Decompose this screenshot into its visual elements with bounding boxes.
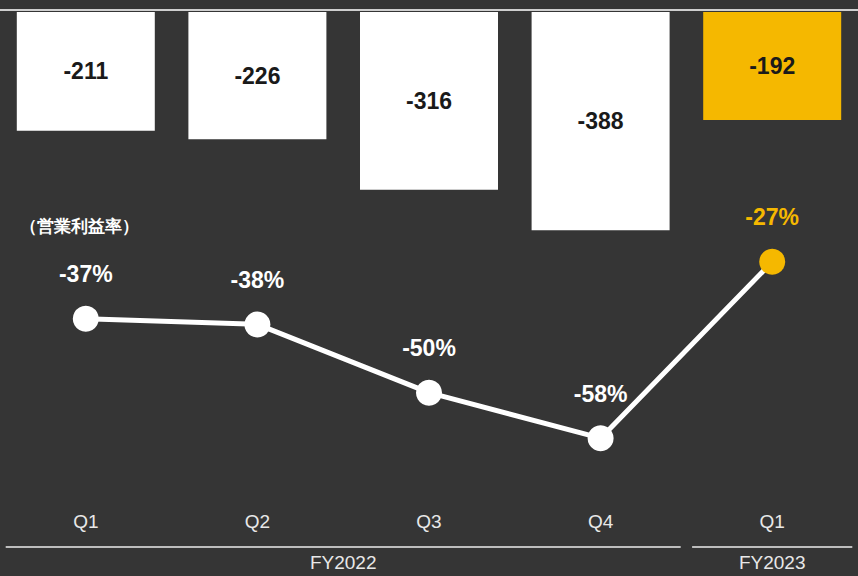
- svg-text:Q1: Q1: [760, 511, 785, 532]
- svg-text:-226: -226: [234, 63, 280, 89]
- svg-text:FY2023: FY2023: [739, 552, 806, 573]
- svg-text:-27%: -27%: [745, 204, 799, 230]
- svg-text:-192: -192: [749, 53, 795, 79]
- svg-text:-388: -388: [578, 108, 624, 134]
- svg-text:-37%: -37%: [59, 261, 113, 287]
- svg-text:Q4: Q4: [588, 511, 614, 532]
- svg-text:Q1: Q1: [73, 511, 98, 532]
- svg-text:-58%: -58%: [574, 381, 628, 407]
- svg-text:-38%: -38%: [231, 267, 285, 293]
- svg-text:-50%: -50%: [402, 335, 456, 361]
- svg-text:Q3: Q3: [416, 511, 441, 532]
- svg-text:-316: -316: [406, 88, 452, 114]
- svg-text:（営業利益率）: （営業利益率）: [20, 217, 139, 236]
- svg-text:-211: -211: [63, 58, 108, 84]
- svg-text:FY2022: FY2022: [310, 552, 377, 573]
- svg-text:Q2: Q2: [245, 511, 270, 532]
